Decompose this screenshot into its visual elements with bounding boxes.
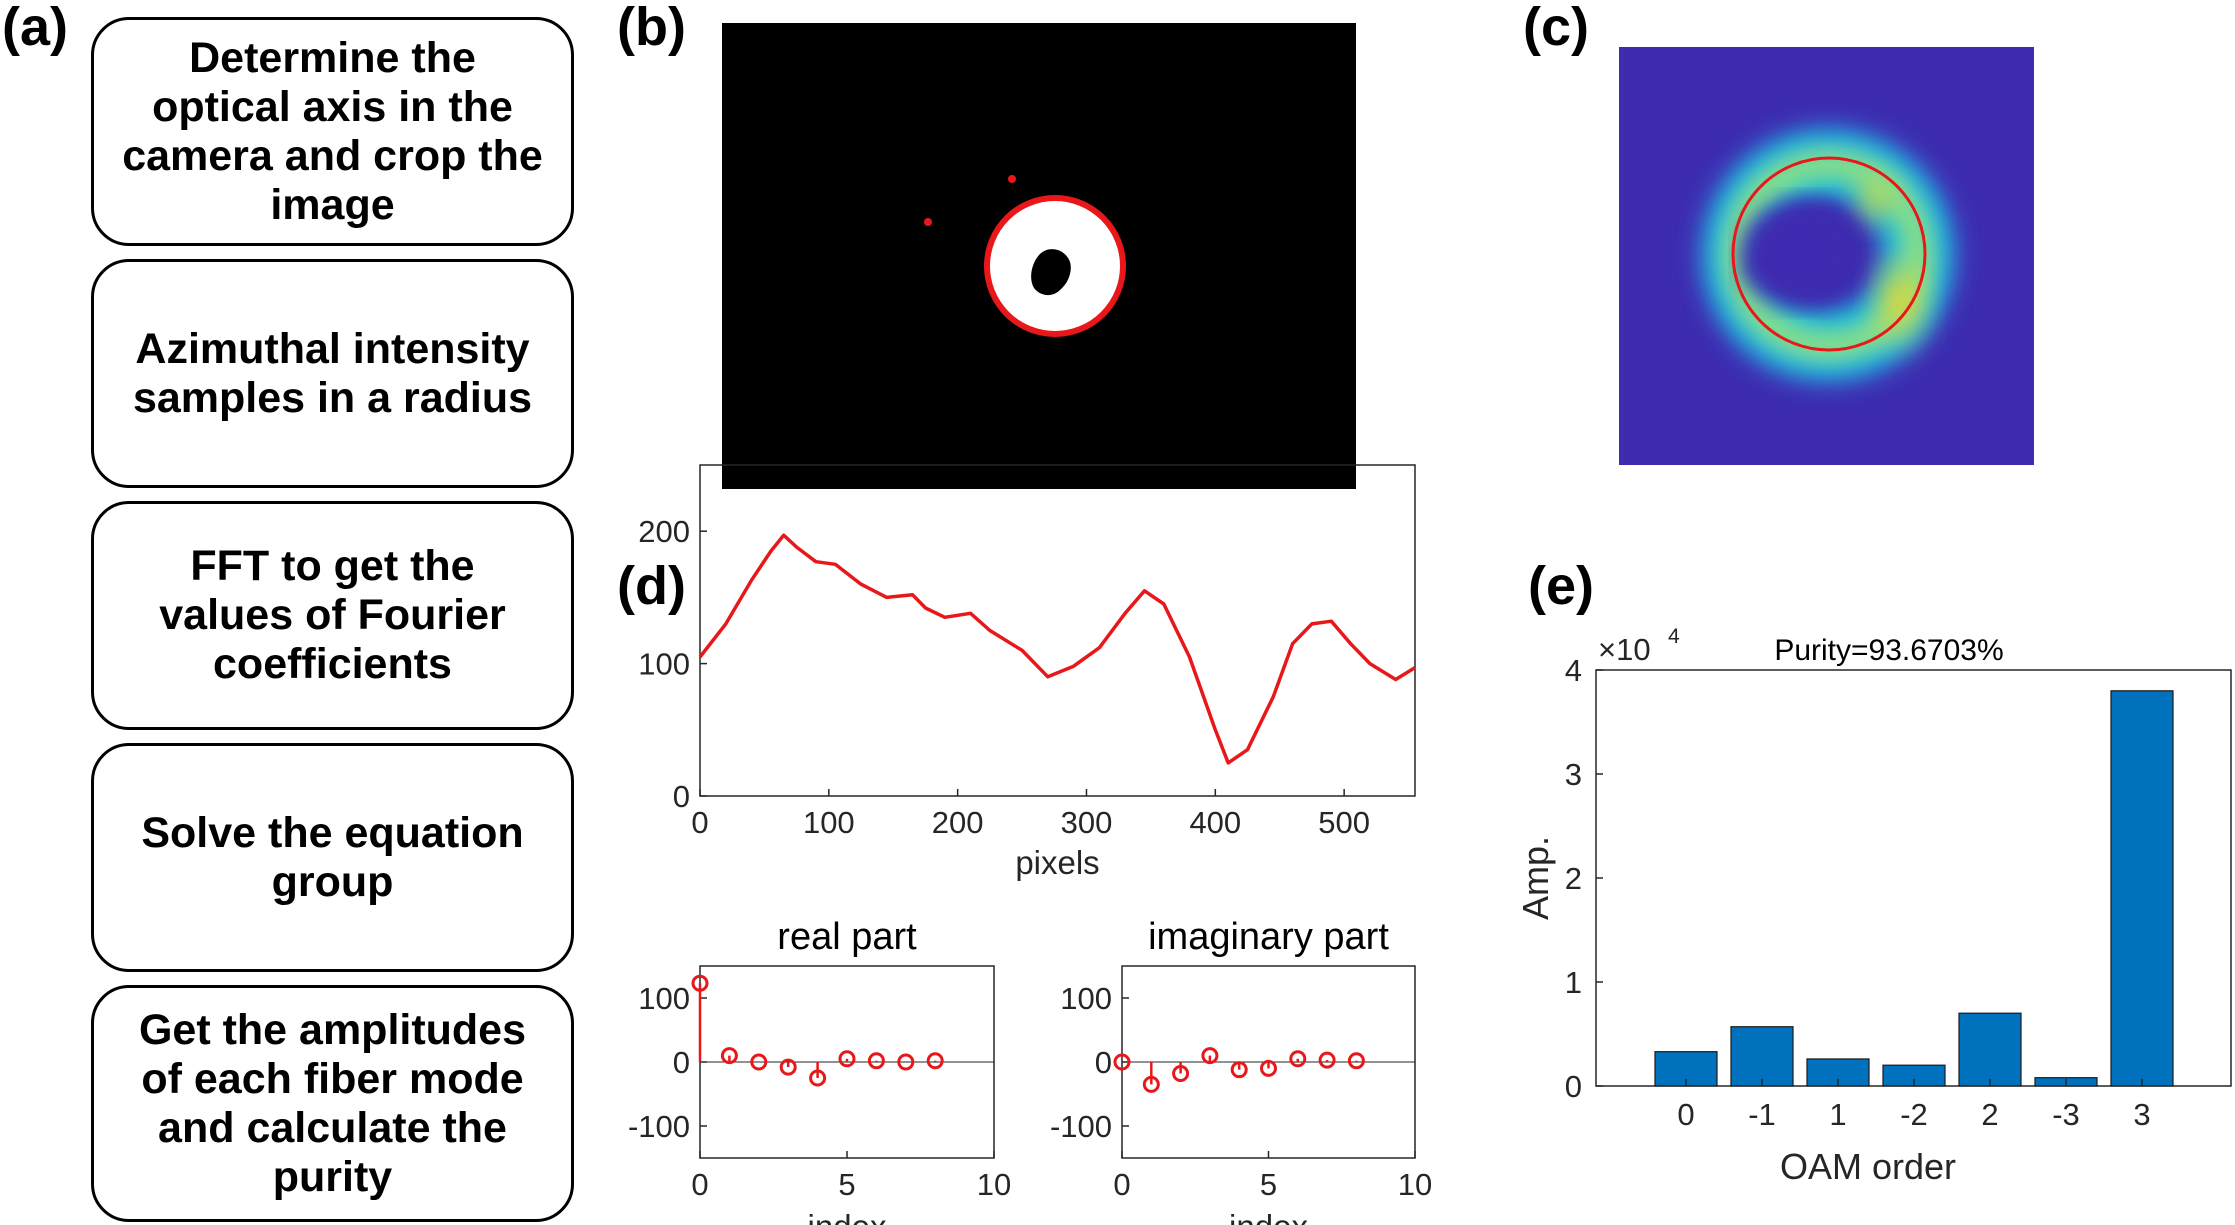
real-part-ytick-label: 100 xyxy=(638,981,690,1016)
amplitude-chart: 0 -1 1 -2 2 -3 3 0 1 2 3 4 ×10 4 Purity=93.6703% OAM or… xyxy=(1515,625,2232,1187)
real-part-ytick-label: 0 xyxy=(673,1045,690,1080)
intensity-xtick-label: 500 xyxy=(1318,805,1370,840)
amplitude-ylabel: Amp. xyxy=(1515,836,1556,920)
intensity-ytick-label: 0 xyxy=(673,779,690,814)
intensity-chart: 0 100 200 300 400 500 0 100 200 Intensity pixels xyxy=(638,415,1416,881)
imaginary-part-stem-marker xyxy=(1347,1052,1365,1070)
intensity-axes-frame xyxy=(699,464,1416,797)
imaginary-part-stem-marker xyxy=(1172,1065,1190,1083)
real-part-stem-marker xyxy=(750,1053,768,1071)
intensity-xtick-label: 0 xyxy=(691,805,708,840)
flow-step-3: FFT to get the values of Fourier coeffic… xyxy=(91,501,574,730)
amplitude-xtick-label: -1 xyxy=(1748,1097,1776,1132)
real-part-xlabel: index xyxy=(808,1208,887,1225)
intensity-xtick-label: 300 xyxy=(1061,805,1113,840)
amplitude-exponent: 4 xyxy=(1668,625,1680,648)
amplitude-ytick-label: 3 xyxy=(1565,757,1582,792)
amplitude-ytick-label: 1 xyxy=(1565,965,1582,1000)
amplitude-exponent-label: ×10 xyxy=(1598,632,1651,667)
real-part-stem-marker xyxy=(838,1050,856,1068)
amplitude-xtick-label: -3 xyxy=(2052,1097,2080,1132)
real-part-xtick-label: 0 xyxy=(691,1167,708,1202)
panel-label-c: (c) xyxy=(1523,0,1589,57)
intensity-xtick-label: 400 xyxy=(1189,805,1241,840)
flow-step-2: Azimuthal intensity samples in a radius xyxy=(91,259,574,488)
intensity-xtick-label: 200 xyxy=(932,805,984,840)
imaginary-part-xtick-label: 5 xyxy=(1260,1167,1277,1202)
real-part-title: real part xyxy=(777,916,917,958)
amplitude-xtick-label: 0 xyxy=(1677,1097,1694,1132)
real-part-stem-marker xyxy=(926,1052,944,1070)
imaginary-part-ytick-label: 0 xyxy=(1095,1045,1112,1080)
amplitude-xtick-label: 3 xyxy=(2133,1097,2150,1132)
amplitude-xtick-label: 2 xyxy=(1981,1097,1998,1132)
flow-step-5: Get the amplitudes of each fiber mode an… xyxy=(91,985,574,1222)
amplitude-bar xyxy=(2110,690,2174,1087)
amplitude-xlabel: OAM order xyxy=(1780,1146,1956,1187)
imaginary-part-stem-marker xyxy=(1113,1053,1131,1071)
panel-label-e: (e) xyxy=(1528,556,1594,616)
real-part-stem-marker xyxy=(809,1069,827,1087)
real-part-stem-marker xyxy=(720,1047,738,1065)
real-part-stem-marker xyxy=(897,1053,915,1071)
imaginary-part-stem-marker xyxy=(1201,1047,1219,1065)
real-part-xtick-label: 10 xyxy=(977,1167,1011,1202)
intensity-ytick-label: 100 xyxy=(638,647,690,682)
amplitude-bar xyxy=(1958,1012,2022,1087)
flow-step-4: Solve the equation group xyxy=(91,743,574,972)
real-part-stem-marker xyxy=(691,974,709,992)
imaginary-part-xlabel: index xyxy=(1229,1208,1308,1225)
amplitude-title: Purity=93.6703% xyxy=(1774,634,2003,667)
imaginary-part-stem-marker xyxy=(1260,1059,1277,1077)
amplitude-ytick-label: 2 xyxy=(1565,861,1582,896)
panel-label-b: (b) xyxy=(617,0,686,57)
amplitude-ytick-label: 0 xyxy=(1565,1069,1582,1104)
real-part-xtick-label: 5 xyxy=(838,1167,855,1202)
panel-label-d: (d) xyxy=(617,556,686,616)
flow-step-1: Determine the optical axis in the camera… xyxy=(91,17,574,246)
imaginary-part-stem-marker xyxy=(1289,1050,1307,1068)
imaginary-part-stem-marker xyxy=(1142,1075,1160,1093)
imaginary-part-xtick-label: 10 xyxy=(1398,1167,1432,1202)
amplitude-xtick-label: 1 xyxy=(1829,1097,1846,1132)
real-part-stem-marker xyxy=(779,1058,797,1076)
intensity-xlabel: pixels xyxy=(1015,844,1099,881)
imaginary-part-stem-marker xyxy=(1318,1051,1336,1069)
imaginary-part-title: imaginary part xyxy=(1148,916,1389,958)
imaginary-part-xtick-label: 0 xyxy=(1113,1167,1130,1202)
intensity-title: Intensity xyxy=(987,415,1129,457)
amplitude-bar xyxy=(1730,1026,1794,1087)
intensity-series-line xyxy=(698,533,1416,765)
imaginary-part-ytick-label: -100 xyxy=(1050,1109,1112,1144)
real-part-stem-marker xyxy=(867,1052,885,1070)
amplitude-xtick-label: -2 xyxy=(1900,1097,1928,1132)
intensity-xtick-label: 100 xyxy=(803,805,855,840)
heatmap-image xyxy=(1619,47,2034,465)
binary-image xyxy=(722,23,1356,489)
intensity-ytick-label: 200 xyxy=(638,514,690,549)
amplitude-ytick-label: 4 xyxy=(1565,653,1582,688)
real-part-ytick-label: -100 xyxy=(628,1109,690,1144)
panel-label-a: (a) xyxy=(2,0,68,57)
imaginary-part-stem-marker xyxy=(1230,1061,1248,1079)
imaginary-part-ytick-label: 100 xyxy=(1060,981,1112,1016)
